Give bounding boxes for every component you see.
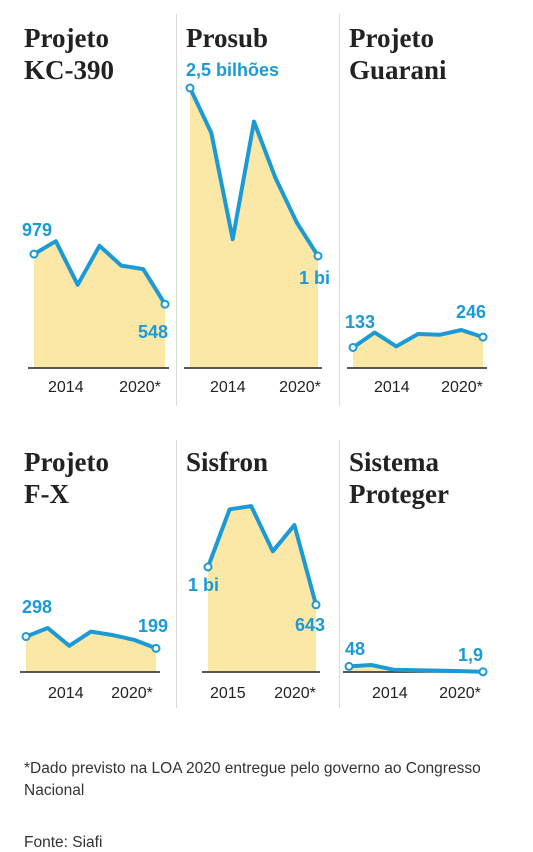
data-label-0-1: 548 [138, 322, 168, 342]
start-point-2 [348, 342, 358, 352]
end-point-0 [160, 299, 170, 309]
end-point-4 [311, 600, 321, 610]
end-point-2 [478, 332, 488, 342]
source-note: Fonte: Siafi [24, 833, 103, 851]
chart-title-proteger: Sistema Proteger [349, 447, 449, 509]
divider [176, 440, 177, 708]
data-label-4-0: 1 bi [188, 575, 219, 595]
tick-label-1-0: 2014 [210, 379, 246, 396]
chart-title-guarani: Projeto Guarani [349, 23, 447, 85]
tick-label-0-1: 2020* [119, 379, 161, 396]
data-label-2-0: 133 [345, 312, 375, 332]
start-point-3 [21, 632, 31, 642]
data-label-5-1: 1,9 [458, 645, 483, 665]
chart-title-kc390: Projeto KC-390 [24, 23, 114, 85]
data-label-3-1: 199 [138, 616, 168, 636]
divider [339, 14, 340, 406]
series-line-0 [32, 239, 167, 307]
chart-title-prosub: Prosub [186, 23, 269, 53]
data-label-0-0: 979 [22, 220, 52, 240]
tick-label-3-0: 2014 [48, 685, 84, 702]
tick-label-3-1: 2020* [111, 685, 153, 702]
series-line-3 [24, 626, 158, 651]
data-label-1-1: 1 bi [299, 268, 330, 288]
end-point-5 [478, 667, 488, 677]
tick-label-0-0: 2014 [48, 379, 84, 396]
start-point-0 [29, 249, 39, 259]
footnote: *Dado previsto na LOA 2020 entregue pelo… [24, 759, 481, 799]
data-label-2-1: 246 [456, 302, 486, 322]
tick-label-2-0: 2014 [374, 379, 410, 396]
area-fill-1 [190, 88, 318, 368]
series-line-4 [206, 504, 318, 607]
series-line-1 [188, 86, 320, 258]
tick-label-4-0: 2015 [210, 685, 246, 702]
series-line-2 [351, 328, 485, 350]
end-point-3 [151, 643, 161, 653]
data-label-1-0: 2,5 bilhões [186, 60, 279, 80]
chart-title-sisfron: Sisfron [186, 447, 269, 477]
tick-label-1-1: 2020* [279, 379, 321, 396]
area-fill-4 [208, 506, 316, 672]
series-line-5 [347, 663, 485, 674]
area-fill-3 [26, 628, 156, 672]
start-point-1 [185, 83, 195, 93]
data-label-4-1: 643 [295, 615, 325, 635]
end-point-1 [313, 251, 323, 261]
data-label-5-0: 48 [345, 639, 365, 659]
chart-title-fx: Projeto F-X [24, 447, 109, 509]
start-point-5 [344, 661, 354, 671]
tick-label-4-1: 2020* [274, 685, 316, 702]
tick-label-2-1: 2020* [441, 379, 483, 396]
divider [339, 440, 340, 708]
tick-label-5-0: 2014 [372, 685, 408, 702]
divider [176, 14, 177, 406]
area-fill-0 [34, 241, 165, 368]
start-point-4 [203, 562, 213, 572]
area-fill-5 [349, 665, 483, 672]
tick-label-5-1: 2020* [439, 685, 481, 702]
data-label-3-0: 298 [22, 597, 52, 617]
